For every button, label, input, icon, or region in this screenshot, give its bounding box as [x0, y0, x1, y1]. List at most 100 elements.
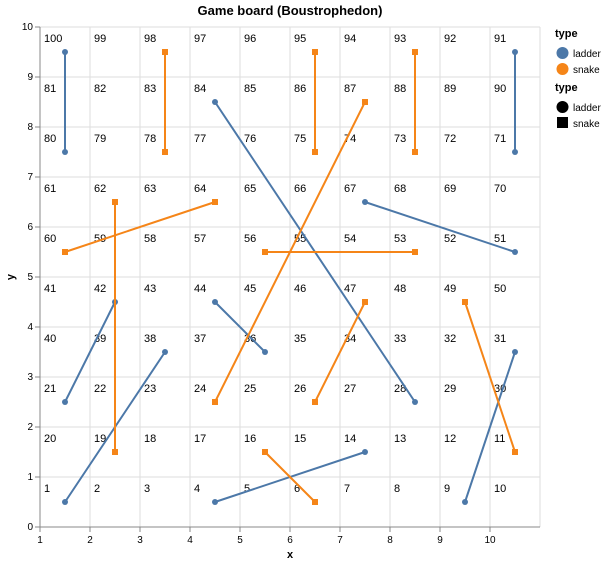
- cell-label: 89: [444, 83, 456, 95]
- snake-line: [264, 451, 316, 503]
- cell-label: 31: [494, 333, 506, 345]
- cell-label: 19: [94, 433, 106, 445]
- ladder-marker: [362, 449, 368, 455]
- legend-circle-symbol: [556, 63, 569, 75]
- snake-marker: [362, 299, 368, 305]
- ladder-marker: [62, 499, 68, 505]
- cell-label: 83: [144, 83, 156, 95]
- cell-label: 97: [194, 33, 206, 45]
- cell-label: 54: [344, 233, 356, 245]
- cell-label: 62: [94, 183, 106, 195]
- y-tick-label: 9: [27, 72, 33, 83]
- cell-label: 77: [194, 133, 206, 145]
- cell-label: 72: [444, 133, 456, 145]
- snake-line: [214, 101, 366, 403]
- cell-label: 56: [244, 233, 256, 245]
- ladder-marker: [412, 399, 418, 405]
- legend-circle-symbol: [556, 47, 569, 59]
- legend-label: snake: [573, 65, 600, 76]
- cell-label: 51: [494, 233, 506, 245]
- snake-marker: [412, 249, 418, 255]
- cell-label: 90: [494, 83, 506, 95]
- y-tick-label: 6: [27, 222, 33, 233]
- cell-label: 5: [244, 483, 250, 495]
- cell-label: 46: [294, 283, 306, 295]
- cell-label: 40: [44, 333, 56, 345]
- x-tick-label: 7: [337, 535, 343, 546]
- ladder-marker: [62, 49, 68, 55]
- y-tick-label: 7: [27, 172, 33, 183]
- ladder-marker: [62, 149, 68, 155]
- cell-label: 4: [194, 483, 200, 495]
- x-tick-label: 6: [287, 535, 293, 546]
- cell-label: 67: [344, 183, 356, 195]
- ladder-marker: [512, 349, 518, 355]
- cell-label: 43: [144, 283, 156, 295]
- cell-label: 98: [144, 33, 156, 45]
- series-lines: [62, 49, 518, 505]
- cell-label: 26: [294, 383, 306, 395]
- cell-label: 70: [494, 183, 506, 195]
- cell-label: 25: [244, 383, 256, 395]
- snake-marker: [312, 149, 318, 155]
- ladder-line: [64, 301, 116, 403]
- ladder-line: [214, 301, 266, 353]
- cell-label: 93: [394, 33, 406, 45]
- snake-marker: [112, 449, 118, 455]
- ladder-marker: [62, 399, 68, 405]
- cell-label: 61: [44, 183, 56, 195]
- cell-label: 94: [344, 33, 356, 45]
- y-tick-label: 4: [27, 322, 33, 333]
- cell-label: 58: [144, 233, 156, 245]
- cell-label: 68: [394, 183, 406, 195]
- cell-label: 71: [494, 133, 506, 145]
- cell-label: 65: [244, 183, 256, 195]
- cell-label: 33: [394, 333, 406, 345]
- cell-label: 37: [194, 333, 206, 345]
- snake-marker: [162, 49, 168, 55]
- ladder-line: [464, 351, 516, 503]
- ladder-marker: [262, 349, 268, 355]
- snake-marker: [212, 199, 218, 205]
- cell-label: 80: [44, 133, 56, 145]
- cell-label: 15: [294, 433, 306, 445]
- snake-marker: [312, 499, 318, 505]
- cell-label: 87: [344, 83, 356, 95]
- cell-label: 88: [394, 83, 406, 95]
- x-tick-label: 1: [37, 535, 43, 546]
- snake-marker: [462, 299, 468, 305]
- y-tick-label: 2: [27, 422, 33, 433]
- cell-label: 79: [94, 133, 106, 145]
- cell-label: 41: [44, 283, 56, 295]
- cell-label: 18: [144, 433, 156, 445]
- cell-label: 64: [194, 183, 206, 195]
- cell-label: 32: [444, 333, 456, 345]
- ladder-marker: [362, 199, 368, 205]
- x-tick-label: 3: [137, 535, 143, 546]
- cell-label: 52: [444, 233, 456, 245]
- y-tick-label: 5: [27, 272, 33, 283]
- cell-label: 84: [194, 83, 206, 95]
- x-axis-title: x: [287, 549, 294, 561]
- cell-label: 76: [244, 133, 256, 145]
- cell-label: 7: [344, 483, 350, 495]
- cell-label: 99: [94, 33, 106, 45]
- cell-label: 86: [294, 83, 306, 95]
- x-tick-label: 2: [87, 535, 93, 546]
- x-tick-label: 9: [437, 535, 443, 546]
- cell-label: 66: [294, 183, 306, 195]
- cell-label: 81: [44, 83, 56, 95]
- cell-label: 21: [44, 383, 56, 395]
- ladder-line: [364, 201, 516, 253]
- ladder-marker: [212, 99, 218, 105]
- snake-marker: [262, 249, 268, 255]
- legend-square-symbol: [557, 117, 568, 128]
- snake-line: [314, 301, 366, 403]
- cell-label: 69: [444, 183, 456, 195]
- cell-label: 16: [244, 433, 256, 445]
- cell-label: 6: [294, 483, 300, 495]
- cell-label: 11: [494, 433, 505, 445]
- cell-label: 29: [444, 383, 456, 395]
- legend-label: ladder: [573, 103, 601, 114]
